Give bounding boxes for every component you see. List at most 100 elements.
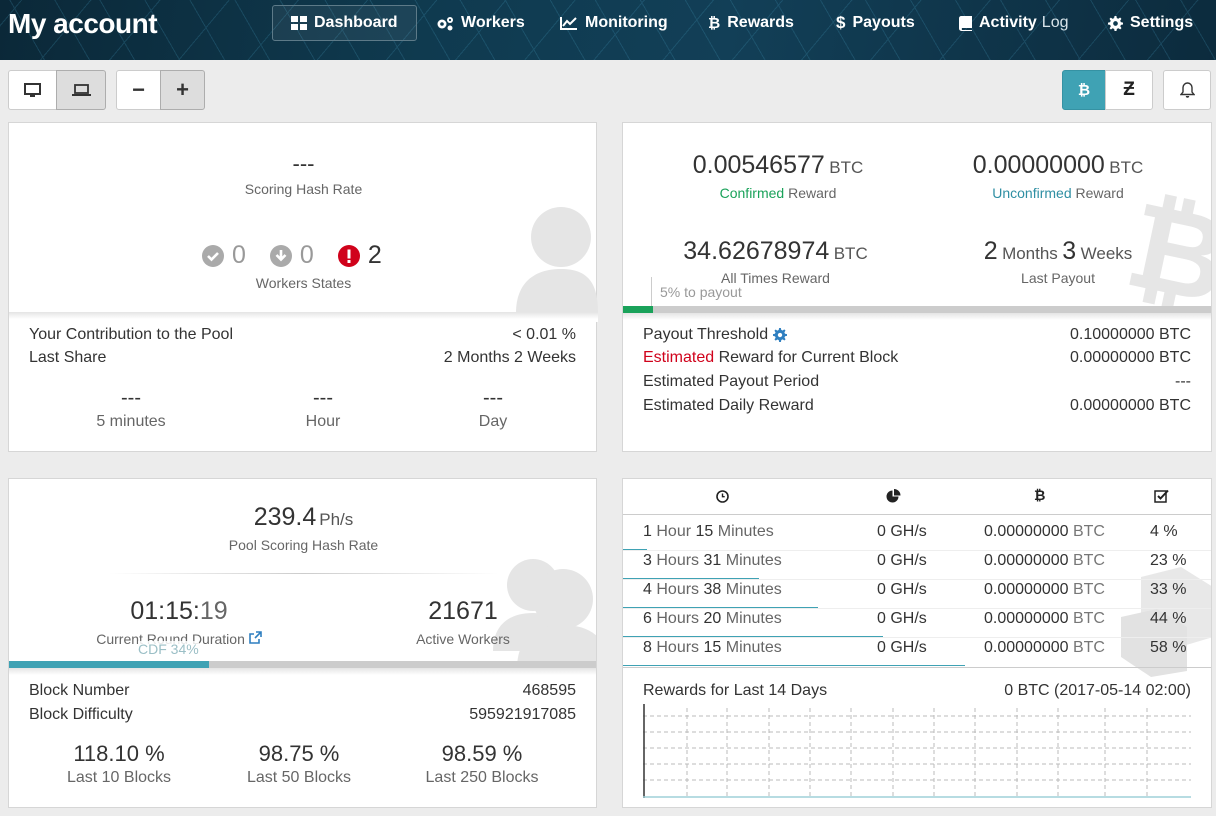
chart-line-icon <box>560 17 577 30</box>
luck-10-value: 118.10 % <box>73 741 165 766</box>
worker-summary-panel: --- Scoring Hash Rate 0 0 2 Workers Stat… <box>8 122 598 452</box>
pool-hash-rate-label: Pool Scoring Hash Rate <box>228 537 379 553</box>
nav-activity-log[interactable]: Activity Log <box>940 5 1087 41</box>
dollar-icon: $ <box>836 13 846 32</box>
pool-summary-panel: 239.4 Ph/s Pool Scoring Hash Rate 01:15:1… <box>8 478 597 808</box>
block-reward: 0.00000000 BTC <box>984 639 1105 656</box>
active-workers: 21671 <box>428 597 498 625</box>
last-payout: 2 Months 3 Weeks <box>983 237 1133 265</box>
desktop-view-button[interactable] <box>8 70 57 110</box>
nav-label: Settings <box>1130 14 1194 31</box>
rewards-chart <box>643 704 1191 798</box>
blocks-table-panel: ₿ 1 Hour 15 Minutes 0 GH/s 0.00000000 BTC 4… <box>622 478 1212 808</box>
unconfirmed-reward-label: Unconfirmed Reward <box>992 185 1124 201</box>
external-link-icon[interactable] <box>248 631 262 644</box>
block-duration: 1 Hour 15 Minutes <box>643 523 774 540</box>
bitcoin-icon: ₿ <box>1077 81 1091 99</box>
scoring-hash-rate-value: --- <box>292 151 315 176</box>
round-duration: 01:15:19 <box>130 597 228 625</box>
rate-5min-label: 5 minutes <box>96 413 166 430</box>
contribution-value: < 0.01 % <box>512 326 576 343</box>
active-workers-label: Active Workers <box>416 631 510 647</box>
payout-progress-bar <box>623 306 1211 313</box>
rate-hour-label: Hour <box>305 413 341 430</box>
last-share-label: Last Share <box>29 349 107 366</box>
workers-error-count: 2 <box>367 241 382 269</box>
rate-day-label: Day <box>478 413 508 430</box>
block-reward: 0.00000000 BTC <box>984 523 1105 540</box>
arrow-down-circle-icon <box>269 244 292 267</box>
block-reward: 0.00000000 BTC <box>984 581 1105 598</box>
clock-icon <box>716 490 729 503</box>
zoom-in-button[interactable]: + <box>160 70 205 110</box>
rewards-14-days-label: Rewards for Last 14 Days <box>643 682 828 699</box>
payout-threshold: Payout Threshold <box>643 326 788 344</box>
check-square-icon <box>1154 489 1169 503</box>
top-bar: My account Dashboard Workers Monitoring … <box>0 0 1216 60</box>
reward-summary-panel: ₿ 0.00546577 BTC Confirmed Reward 0.0000… <box>622 122 1212 452</box>
nav-payouts[interactable]: $ Payouts <box>818 5 933 41</box>
nav-label: Payouts <box>852 14 915 31</box>
nav-dashboard[interactable]: Dashboard <box>272 5 417 41</box>
daily-reward-value: 0.00000000 BTC <box>1070 397 1191 414</box>
bell-icon <box>1179 82 1195 98</box>
zec-currency-button[interactable]: Ƶ <box>1105 70 1153 110</box>
nav-workers[interactable]: Workers <box>418 5 543 41</box>
rewards-14-days-value: 0 BTC (2017-05-14 02:00) <box>1004 682 1191 699</box>
workers-states-label: Workers States <box>255 275 352 291</box>
cdf-label: CDF 34% <box>138 641 199 657</box>
cdf-progress-bar <box>9 661 596 668</box>
laptop-icon <box>71 83 91 96</box>
block-hash-rate: 0 GH/s <box>877 552 927 569</box>
block-luck-percent: 23 % <box>1150 552 1187 569</box>
payout-period-value: --- <box>1175 373 1191 390</box>
luck-50-label: Last 50 Blocks <box>246 769 352 786</box>
block-hash-rate: 0 GH/s <box>877 581 927 598</box>
last-payout-label: Last Payout <box>1021 270 1095 286</box>
check-circle-icon <box>202 244 224 267</box>
block-number-value: 468595 <box>522 682 576 699</box>
gears-icon <box>437 16 453 30</box>
notifications-button[interactable] <box>1163 70 1211 110</box>
nav-label: Rewards <box>727 14 794 31</box>
exclamation-circle-icon <box>337 244 360 267</box>
rate-day-value: --- <box>483 387 503 409</box>
zcash-icon: Ƶ <box>1123 79 1135 100</box>
nav-monitoring[interactable]: Monitoring <box>542 5 686 41</box>
zoom-out-button[interactable]: − <box>116 70 161 110</box>
btc-currency-button[interactable]: ₿ <box>1062 70 1106 110</box>
nav-settings[interactable]: Settings <box>1090 5 1211 41</box>
block-duration: 3 Hours 31 Minutes <box>643 552 782 569</box>
block-luck-percent: 44 % <box>1150 610 1187 627</box>
page-title: My account <box>8 8 158 39</box>
block-hash-rate: 0 GH/s <box>877 610 927 627</box>
nav-rewards[interactable]: ₿ Rewards <box>690 5 812 41</box>
block-duration: 4 Hours 38 Minutes <box>643 581 782 598</box>
nav-label: Workers <box>461 14 525 31</box>
nav-label: Dashboard <box>314 14 398 31</box>
payout-progress-label: 5% to payout <box>660 284 742 300</box>
block-duration: 6 Hours 20 Minutes <box>643 610 782 627</box>
block-difficulty-label: Block Difficulty <box>29 706 133 723</box>
estimated-reward-label: Estimated Reward for Current Block <box>643 349 899 366</box>
settings-gear-icon[interactable] <box>773 328 788 342</box>
round-duration-label: Current Round Duration <box>79 631 279 647</box>
payout-progress-fill <box>623 306 653 313</box>
estimated-reward-value: 0.00000000 BTC <box>1070 349 1191 366</box>
all-times-reward: 34.62678974 BTC <box>683 237 868 265</box>
cdf-progress-fill <box>9 661 210 668</box>
block-luck-percent: 58 % <box>1150 639 1187 656</box>
block-progress-line <box>623 578 759 579</box>
all-times-reward-label: All Times Reward <box>721 270 830 286</box>
confirmed-reward-label: Confirmed Reward <box>719 185 837 201</box>
gear-icon <box>1108 15 1123 31</box>
bitcoin-icon: ₿ <box>708 14 721 32</box>
block-luck-percent: 4 % <box>1150 523 1178 540</box>
rate-hour-value: --- <box>313 387 333 409</box>
laptop-view-button[interactable] <box>56 70 106 110</box>
block-progress-line <box>623 607 818 608</box>
dashboard-icon <box>291 16 307 30</box>
daily-reward-label: Estimated Daily Reward <box>643 397 814 414</box>
users-icon <box>493 559 596 669</box>
desktop-icon <box>24 82 41 97</box>
